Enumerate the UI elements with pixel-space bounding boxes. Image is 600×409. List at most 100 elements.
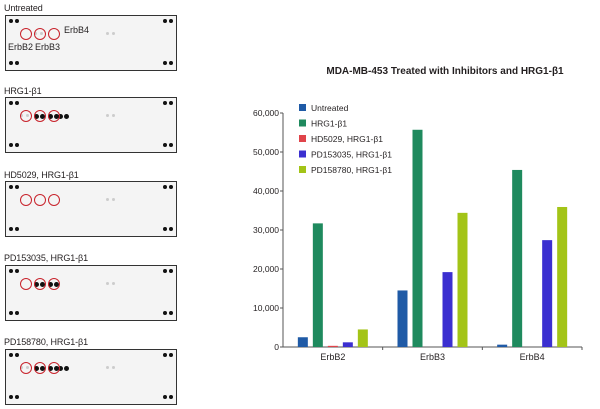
reference-spot [15, 269, 19, 273]
reference-spot [169, 269, 173, 273]
spot-annotation: ErbB4 [64, 25, 90, 35]
antibody-spot [64, 114, 69, 119]
reference-spot [15, 395, 19, 399]
antibody-spot [58, 366, 63, 371]
legend-swatch [299, 150, 306, 158]
y-tick-label: 60,000 [253, 108, 279, 118]
reference-spot [163, 143, 167, 147]
reference-spot [169, 353, 173, 357]
reference-spot [163, 19, 167, 23]
highlight-circle [20, 278, 32, 290]
reference-spot [169, 19, 173, 23]
highlight-circle [48, 110, 60, 122]
bar [457, 212, 468, 347]
reference-spot [163, 227, 167, 231]
y-tick-label: 10,000 [253, 303, 279, 313]
legend-swatch [299, 135, 306, 142]
highlight-circle [20, 110, 32, 122]
reference-spot [163, 353, 167, 357]
reference-spot [169, 61, 173, 65]
background-spot [106, 198, 109, 201]
bar [297, 337, 308, 347]
reference-spot [15, 101, 19, 105]
reference-spot [169, 143, 173, 147]
bar [557, 206, 568, 347]
bar [357, 329, 368, 347]
blot-membrane [5, 15, 177, 71]
blot-label: Untreated [4, 3, 43, 13]
reference-spot [9, 269, 13, 273]
y-tick-label: 20,000 [253, 264, 279, 274]
background-spot [106, 114, 109, 117]
y-tick-label: 40,000 [253, 186, 279, 196]
background-spot [106, 366, 109, 369]
reference-spot [9, 227, 13, 231]
reference-spot [163, 61, 167, 65]
reference-spot [15, 143, 19, 147]
background-spot [106, 32, 109, 35]
chart-title: MDA-MB-453 Treated with Inhibitors and H… [326, 66, 564, 77]
reference-spot [15, 353, 19, 357]
highlight-circle [34, 110, 46, 122]
reference-spot [163, 395, 167, 399]
legend-label: PD158780, HRG1-β1 [311, 165, 392, 175]
highlight-circle [34, 362, 46, 374]
reference-spot [15, 61, 19, 65]
bar [342, 342, 353, 347]
y-tick-label: 30,000 [253, 225, 279, 235]
reference-spot [169, 311, 173, 315]
reference-spot [9, 353, 13, 357]
bar [542, 240, 553, 347]
x-tick-label: ErbB4 [520, 352, 545, 362]
legend-swatch [299, 166, 306, 173]
bar [442, 272, 453, 347]
reference-spot [9, 143, 13, 147]
background-spot [112, 198, 115, 201]
reference-spot [169, 101, 173, 105]
bar [512, 169, 523, 347]
blot-membrane [5, 265, 177, 321]
bar [497, 344, 508, 347]
antibody-spot [64, 366, 69, 371]
highlight-circle [20, 194, 32, 206]
blot-membrane [5, 97, 177, 153]
reference-spot [9, 101, 13, 105]
bar [327, 345, 338, 347]
highlight-circle [48, 194, 60, 206]
reference-spot [163, 185, 167, 189]
legend-label: Untreated [311, 103, 349, 113]
highlight-circle [48, 362, 60, 374]
blot-label: HD5029, HRG1-β1 [4, 170, 79, 180]
reference-spot [15, 227, 19, 231]
antibody-spot [58, 114, 63, 119]
legend-label: HD5029, HRG1-β1 [311, 134, 383, 144]
legend-label: HRG1-β1 [311, 119, 347, 129]
reference-spot [9, 395, 13, 399]
x-tick-label: ErbB3 [420, 352, 445, 362]
y-tick-label: 0 [274, 342, 279, 352]
bar [412, 129, 423, 347]
bar [397, 290, 408, 347]
background-spot [112, 32, 115, 35]
bar [312, 223, 323, 347]
background-spot [106, 282, 109, 285]
spot-annotation: ErbB2 [8, 42, 34, 52]
background-spot [112, 282, 115, 285]
legend-swatch [299, 104, 306, 111]
reference-spot [169, 395, 173, 399]
reference-spot [15, 19, 19, 23]
reference-spot [169, 227, 173, 231]
reference-spot [163, 101, 167, 105]
highlight-circle [20, 28, 32, 40]
highlight-circle [48, 28, 60, 40]
reference-spot [9, 311, 13, 315]
reference-spot [9, 19, 13, 23]
highlight-circle [34, 278, 46, 290]
blot-membrane [5, 181, 177, 237]
spot-annotation: ErbB3 [35, 42, 61, 52]
x-tick-label: ErbB2 [320, 352, 345, 362]
reference-spot [163, 311, 167, 315]
highlight-circle [34, 28, 46, 40]
reference-spot [15, 311, 19, 315]
